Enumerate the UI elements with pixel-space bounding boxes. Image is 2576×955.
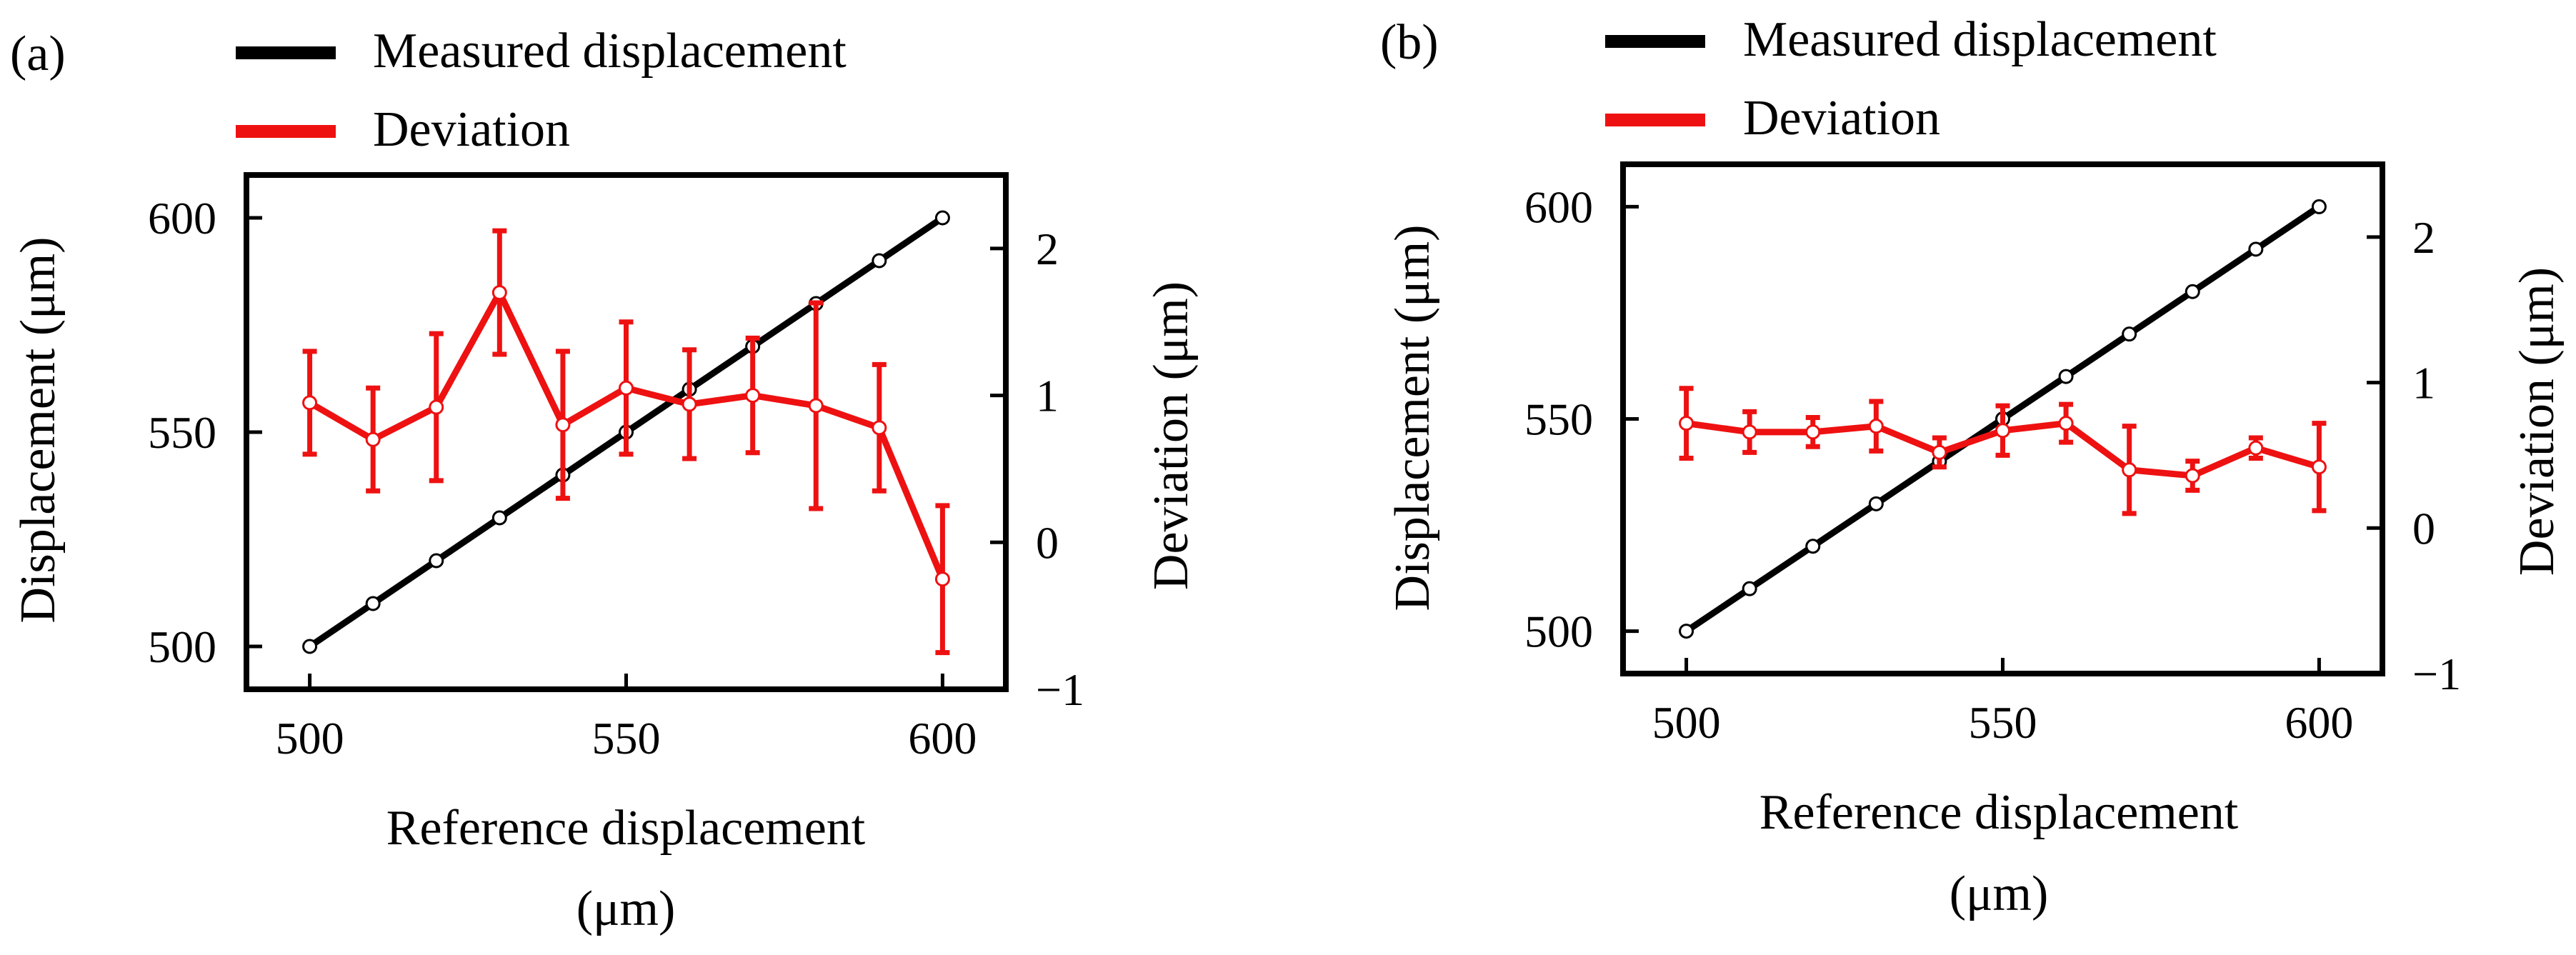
x-tick-label: 550 (592, 713, 661, 764)
measured-point (2185, 284, 2200, 299)
measured-point (491, 510, 507, 526)
panel-a-x-axis-unit: (μm) (576, 881, 676, 936)
x-tick-label: 500 (276, 713, 344, 764)
measured-point (1742, 581, 1757, 596)
y2-tick-label: 2 (2412, 212, 2435, 263)
y-tick-label: 600 (148, 193, 216, 244)
panel-a: (a) Measured displacement Deviation 500 5… (10, 24, 1199, 936)
deviation-point (2248, 440, 2264, 456)
deviation-point (745, 388, 761, 404)
measured-point (2248, 241, 2264, 257)
measured-point (2122, 326, 2137, 342)
measured-point (2058, 369, 2074, 384)
deviation-point (2185, 468, 2200, 484)
y2-tick-label: 0 (1036, 517, 1059, 568)
deviation-point (1742, 424, 1757, 440)
deviation-point (1805, 424, 1821, 440)
panel-a-label: (a) (10, 26, 66, 81)
deviation-point (619, 380, 634, 396)
deviation-point (2122, 462, 2137, 478)
deviation-point (429, 399, 444, 415)
panel-a-x-axis-title: Reference displacement (386, 801, 866, 856)
measured-point (2311, 199, 2327, 214)
deviation-point (302, 395, 318, 411)
x-tick-label: 550 (1969, 697, 2037, 748)
panel-a-legend-measured: Measured displacement (373, 24, 847, 79)
deviation-point (1932, 444, 1947, 460)
deviation-point (2311, 459, 2327, 475)
deviation-point (491, 285, 507, 301)
panel-a-y-ticks: 500 550 600 (148, 193, 262, 672)
deviation-point (872, 420, 887, 436)
measured-point (302, 639, 318, 654)
y2-tick-label: −1 (1036, 664, 1084, 715)
deviation-point (682, 396, 697, 412)
deviation-point (1868, 419, 1884, 434)
deviation-point (365, 431, 381, 447)
y-tick-label: 500 (148, 621, 216, 672)
panel-a-x-ticks: 500 550 600 (276, 674, 977, 764)
deviation-point (934, 571, 950, 587)
panel-a-y2-ticks: −1 0 1 2 (990, 224, 1084, 715)
measured-point (365, 596, 381, 611)
panel-b-x-axis-title: Reference displacement (1759, 785, 2239, 840)
y-tick-label: 550 (1524, 394, 1593, 445)
panel-b-legend-measured: Measured displacement (1743, 12, 2217, 67)
measured-point (1805, 539, 1821, 554)
y2-tick-label: 1 (2412, 358, 2435, 409)
x-tick-label: 600 (2285, 697, 2353, 748)
y-tick-label: 500 (1524, 606, 1593, 657)
panel-b-legend-deviation: Deviation (1743, 91, 1940, 146)
y2-tick-label: 1 (1036, 371, 1059, 421)
panel-b-x-axis-unit: (μm) (1950, 866, 2049, 921)
y2-tick-label: 2 (1036, 224, 1059, 274)
measured-point (429, 553, 444, 569)
panel-a-y2-axis-title: Deviation (μm) (1144, 281, 1199, 590)
panel-b-y2-ticks: −1 0 1 2 (2367, 212, 2461, 699)
panel-b-y-axis-title: Displacement (μm) (1385, 225, 1440, 611)
measured-point (872, 253, 887, 269)
deviation-point (2058, 416, 2074, 431)
panel-b: (b) Measured displacement Deviation 500 5… (1380, 12, 2565, 921)
deviation-point (555, 417, 571, 433)
y2-tick-label: 0 (2412, 503, 2435, 554)
panel-b-y2-axis-title: Deviation (μm) (2510, 267, 2565, 576)
panel-a-y-axis-title: Displacement (μm) (11, 237, 66, 624)
measured-point (934, 210, 950, 226)
x-tick-label: 600 (908, 713, 977, 764)
panel-b-x-ticks: 500 550 600 (1652, 658, 2353, 748)
panel-a-legend-deviation: Deviation (373, 102, 570, 157)
deviation-point (808, 398, 824, 414)
panel-b-y-ticks: 500 550 600 (1524, 181, 1639, 657)
deviation-point (1995, 423, 2010, 439)
deviation-point (1679, 416, 1694, 431)
panel-b-series-deviation (1679, 386, 2327, 516)
measured-point (1679, 624, 1694, 639)
y-tick-label: 600 (1524, 181, 1593, 232)
panel-b-label: (b) (1380, 15, 1439, 70)
y2-tick-label: −1 (2412, 649, 2461, 699)
measured-point (1868, 496, 1884, 511)
x-tick-label: 500 (1652, 697, 1721, 748)
panel-a-series-deviation (302, 228, 950, 656)
y-tick-label: 550 (148, 407, 216, 458)
